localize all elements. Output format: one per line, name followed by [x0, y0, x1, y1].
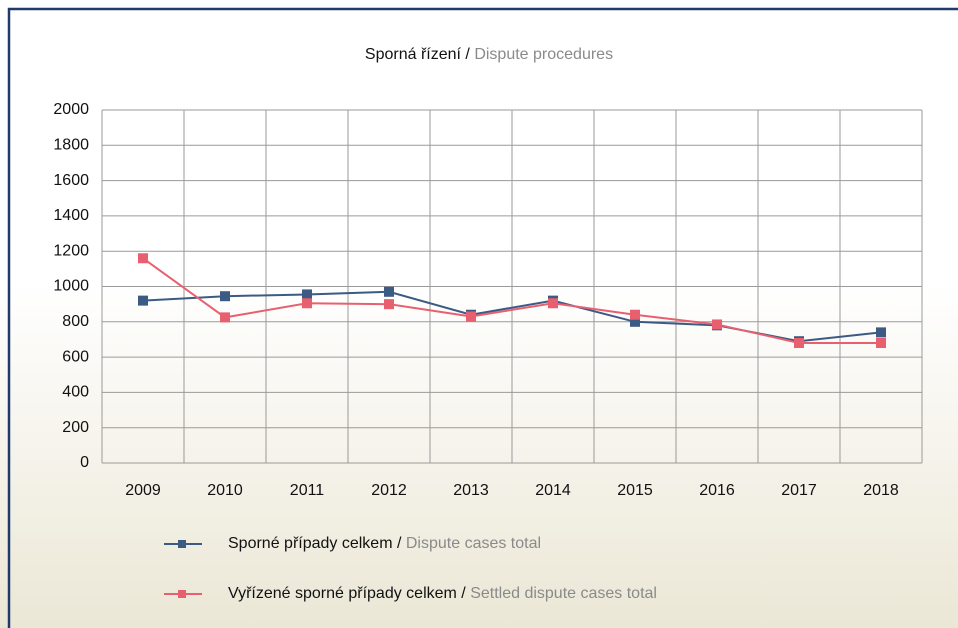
- x-tick-label: 2018: [863, 482, 899, 499]
- chart-title: Sporná řízení / Dispute procedures: [365, 46, 613, 63]
- y-tick-label: 1600: [53, 172, 89, 189]
- y-tick-label: 200: [62, 419, 89, 436]
- y-tick-label: 1800: [53, 137, 89, 154]
- point: [630, 309, 640, 320]
- legend-marker: [178, 590, 186, 598]
- point: [794, 337, 804, 348]
- frame: [7, 7, 958, 628]
- point: [466, 311, 476, 322]
- point: [384, 286, 394, 297]
- point: [138, 253, 148, 264]
- x-tick-label: 2016: [699, 482, 735, 499]
- series-line: [142, 257, 881, 344]
- legend-marker: [178, 540, 186, 548]
- y-tick-label: 1000: [53, 278, 89, 295]
- x-tick-label: 2009: [125, 482, 161, 499]
- x-tick-label: 2012: [371, 482, 407, 499]
- x-tick-label: 2015: [617, 482, 653, 499]
- legend-label: Sporné případy celkem / Dispute cases to…: [228, 535, 541, 552]
- point: [876, 327, 886, 338]
- x-tick-label: 2011: [290, 482, 325, 499]
- y-tick-label: 800: [62, 313, 89, 330]
- y-tick-label: 2000: [53, 101, 89, 118]
- y-tick-label: 400: [62, 384, 89, 401]
- point: [876, 337, 886, 348]
- x-tick-label: 2017: [781, 482, 817, 499]
- x-tick-label: 2013: [453, 482, 489, 499]
- x-tick-label: 2014: [535, 482, 571, 499]
- point: [220, 312, 230, 323]
- legend-label: Vyřízené sporné případy celkem / Settled…: [228, 585, 657, 602]
- point: [630, 316, 640, 327]
- point: [384, 299, 394, 310]
- point: [220, 291, 230, 302]
- y-tick-label: 600: [62, 348, 89, 365]
- y-tick-label: 1400: [53, 207, 89, 224]
- y-tick-label: 1200: [53, 242, 89, 259]
- point: [548, 298, 558, 309]
- point: [712, 319, 722, 330]
- point: [302, 289, 312, 300]
- point: [138, 295, 148, 306]
- y-tick-label: 0: [80, 454, 89, 471]
- x-tick-label: 2010: [207, 482, 243, 499]
- point: [302, 298, 312, 309]
